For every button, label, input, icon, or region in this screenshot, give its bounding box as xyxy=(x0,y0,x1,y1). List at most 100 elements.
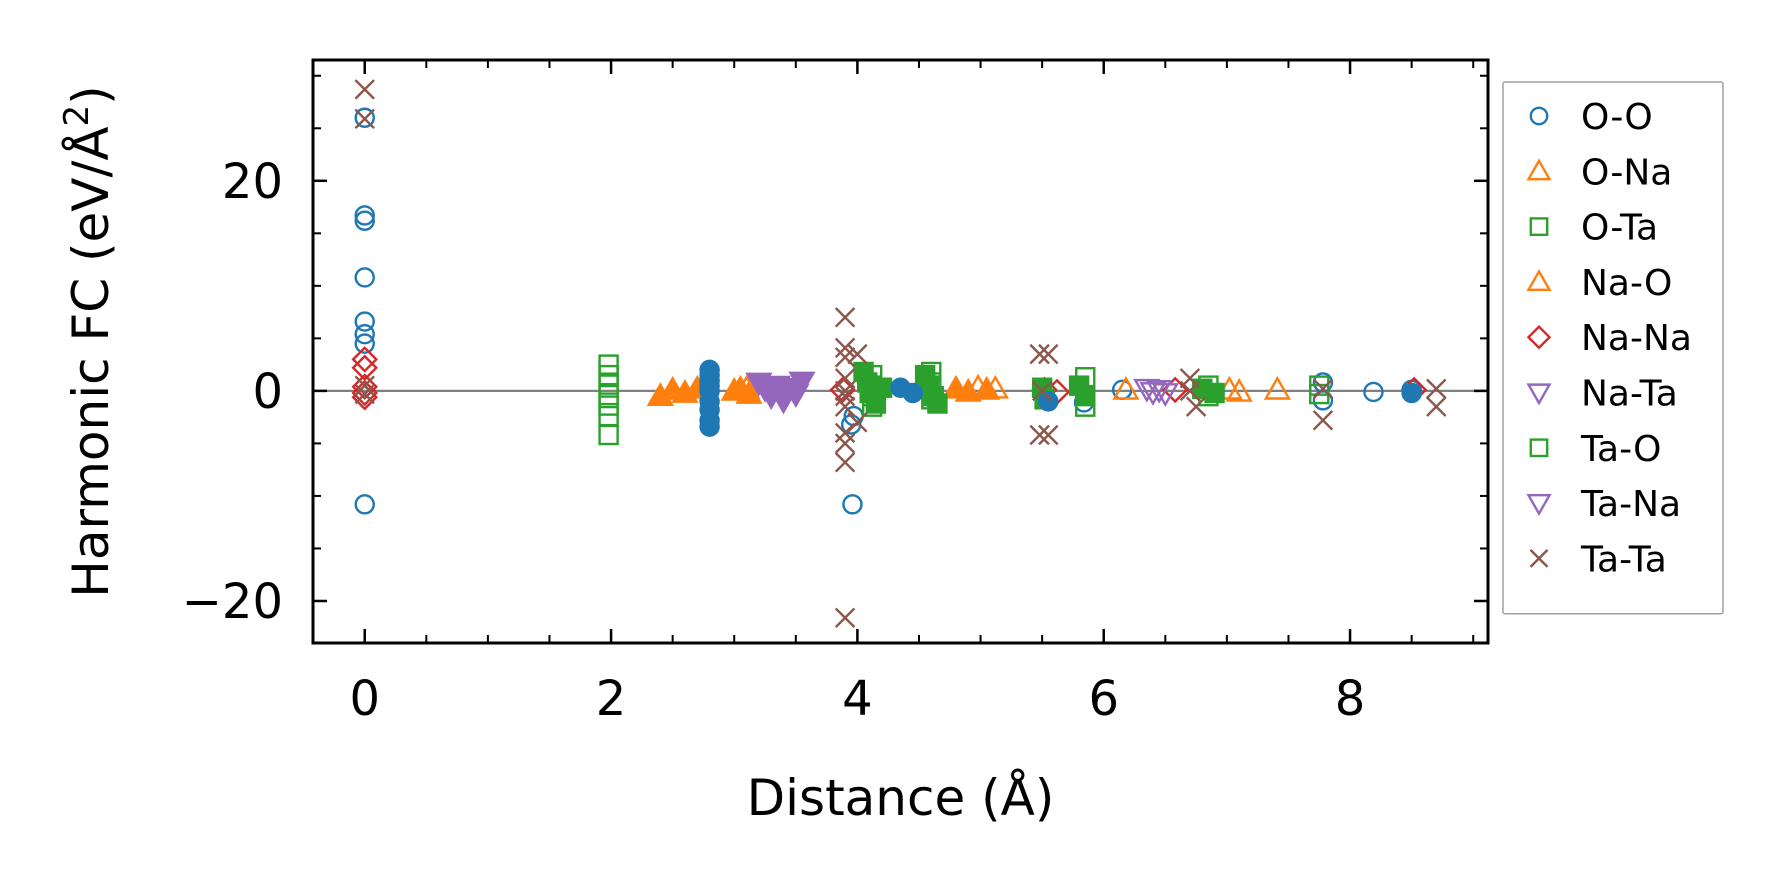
legend-label: O-O xyxy=(1581,97,1653,138)
legend-item: Ta-O xyxy=(1529,429,1661,470)
legend-label: Na-Na xyxy=(1581,318,1692,359)
data-point xyxy=(354,383,375,405)
legend-item: O-O xyxy=(1529,97,1653,138)
data-point xyxy=(834,433,856,454)
data-point xyxy=(1112,375,1140,400)
data-point xyxy=(735,380,763,404)
data-point xyxy=(834,452,856,473)
x-tick-label: 4 xyxy=(842,671,873,727)
legend-box xyxy=(1502,81,1724,615)
data-point xyxy=(927,393,948,414)
data-point xyxy=(1038,343,1059,365)
legend: O-O O-Na O-Ta Na-O Na-Na Na-Ta Ta-O Ta-Na Ta-Ta xyxy=(1502,81,1724,615)
data-point xyxy=(1401,382,1422,404)
data-point xyxy=(847,343,868,365)
data-point xyxy=(1312,378,1334,399)
legend-label: O-Na xyxy=(1581,152,1672,193)
data-point xyxy=(834,396,856,417)
legend-label: Ta-O xyxy=(1580,429,1661,470)
x-tick-label: 0 xyxy=(349,671,380,727)
legend-marker xyxy=(1526,268,1552,291)
data-point xyxy=(598,424,619,446)
data-point xyxy=(354,267,375,288)
data-point xyxy=(1029,343,1050,365)
data-point xyxy=(354,79,375,100)
plot-frame xyxy=(311,58,1490,645)
data-point xyxy=(1312,410,1334,431)
y-tick-label: −20 xyxy=(182,574,283,630)
data-point xyxy=(1151,383,1179,407)
data-point xyxy=(1426,396,1447,417)
legend-item: Na-O xyxy=(1526,263,1672,304)
series-na-ta xyxy=(1133,378,1179,407)
legend-label: Ta-Na xyxy=(1580,484,1681,525)
legend-label: Na-O xyxy=(1581,263,1672,304)
data-point xyxy=(847,412,868,433)
data-point xyxy=(598,384,619,406)
series-ta-ta xyxy=(354,79,1447,628)
x-axis-title: Distance (Å) xyxy=(747,769,1055,827)
legend-marker xyxy=(1526,158,1552,181)
legend-label: Na-Ta xyxy=(1581,374,1678,415)
data-point xyxy=(834,607,856,628)
x-tick-label: 2 xyxy=(596,671,627,727)
data-point xyxy=(699,416,720,437)
y-axis-title: Harmonic FC (eV/Å2) xyxy=(57,85,120,597)
y-axis-title-tail: ) xyxy=(62,85,120,105)
data-point xyxy=(954,377,982,402)
y-tick-label: 0 xyxy=(252,364,283,420)
data-point xyxy=(598,405,619,427)
y-axis-title-base: Harmonic FC (eV/Å xyxy=(62,126,120,597)
data-point xyxy=(354,108,375,130)
data-point xyxy=(902,382,924,404)
series-o-o-filled xyxy=(699,359,1422,437)
data-point xyxy=(1185,396,1207,417)
data-point xyxy=(351,373,378,400)
y-axis-title-superscript: 2 xyxy=(57,105,97,127)
series-o-o xyxy=(354,107,1422,515)
data-point xyxy=(1363,381,1384,403)
data-point xyxy=(354,375,375,396)
data-point xyxy=(354,311,375,332)
legend-item: O-Ta xyxy=(1529,208,1658,249)
data-point xyxy=(354,205,375,226)
legend-marker xyxy=(1529,549,1549,568)
legend-item: O-Na xyxy=(1526,152,1672,193)
legend-item: Na-Ta xyxy=(1526,374,1678,415)
legend-label: Ta-Ta xyxy=(1580,539,1667,580)
legend-item: Na-Na xyxy=(1526,318,1692,359)
data-point xyxy=(1225,377,1253,402)
series-na-o xyxy=(646,374,1001,407)
data-point xyxy=(1179,380,1201,402)
data-point xyxy=(871,377,893,398)
legend-item: Ta-Na xyxy=(1526,484,1681,525)
legend-marker xyxy=(1526,494,1552,517)
data-point xyxy=(1139,382,1167,406)
data-point xyxy=(351,346,378,373)
data-point xyxy=(834,422,856,444)
data-point xyxy=(354,210,375,231)
data-point xyxy=(598,354,619,375)
data-point xyxy=(354,333,375,354)
data-point xyxy=(351,354,378,382)
data-point xyxy=(834,347,856,368)
data-point xyxy=(973,375,1001,400)
data-point xyxy=(1029,424,1050,446)
data-point xyxy=(834,385,856,407)
data-point xyxy=(1145,379,1173,404)
data-point xyxy=(351,379,378,407)
legend-marker xyxy=(1529,438,1549,458)
series-ta-na xyxy=(745,371,816,415)
x-tick-label: 8 xyxy=(1335,671,1366,727)
legend-item: Ta-Ta xyxy=(1529,539,1667,580)
data-point xyxy=(1263,375,1292,400)
data-point xyxy=(834,307,856,328)
legend-marker xyxy=(1529,217,1549,236)
data-point xyxy=(842,494,863,515)
y-tick-label: 20 xyxy=(222,154,283,210)
data-point xyxy=(1038,391,1059,412)
data-point xyxy=(1075,385,1096,407)
data-point xyxy=(834,380,856,402)
